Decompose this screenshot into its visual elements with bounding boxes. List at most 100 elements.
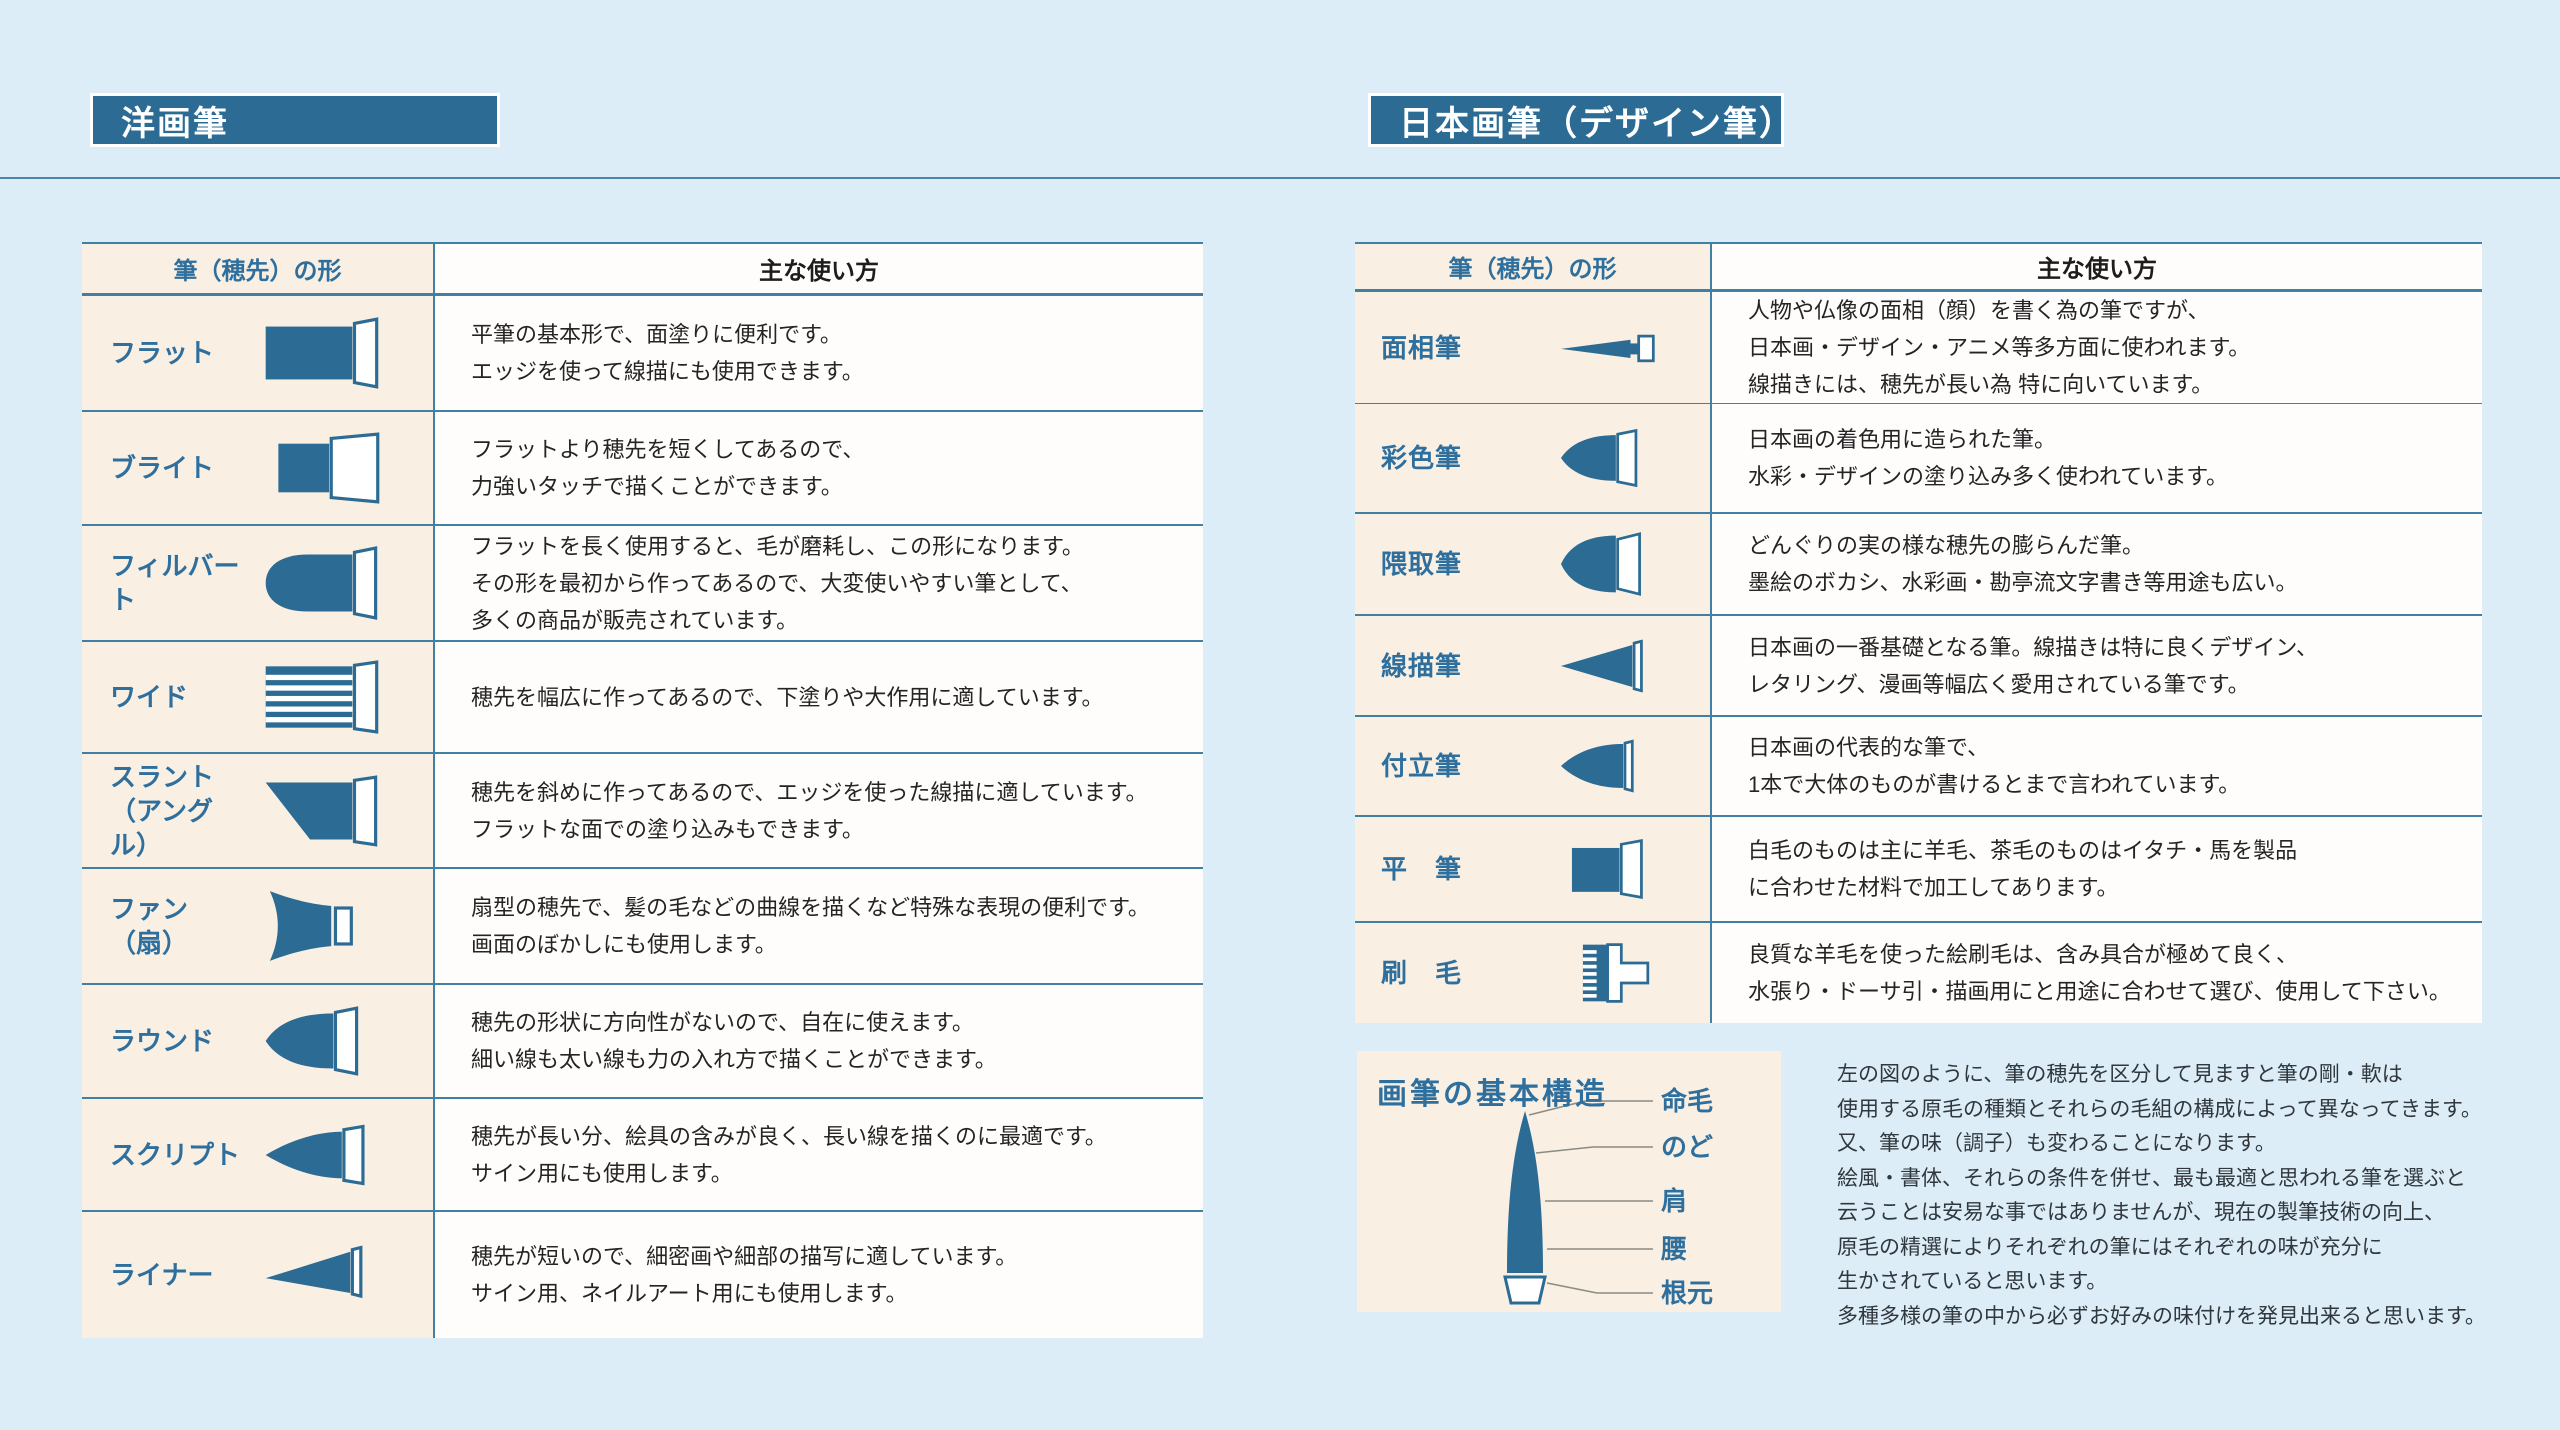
usage-line: 線描きには、穂先が長い為 特に向いています。 — [1748, 372, 2214, 397]
usage-line: 人物や仏像の面相（顔）を書く為の筆ですが、 — [1748, 298, 2210, 323]
note-line: 左の図のように、筆の穂先を区分して見ますと筆の剛・軟は — [1837, 1063, 2403, 1086]
tsuketate-brush-icon — [1560, 739, 1634, 793]
table-row: スラント（アングル） 穂先を斜めに作ってあるので、エッジを使った線描に適していま… — [82, 754, 1203, 869]
table-row: スクリプト 穂先が長い分、絵具の含みが良く、長い線を描くのに最適です。 サイン用… — [82, 1099, 1203, 1212]
usage-line: サイン用にも使用します。 — [471, 1160, 733, 1186]
hira-brush-icon — [1571, 839, 1643, 899]
brush-name: ラウンド — [110, 1026, 215, 1056]
usage-line: 細い線も太い線も力の入れ方で描くことができます。 — [471, 1047, 997, 1072]
structure-panel-title: 画筆の基本構造 — [1377, 1078, 1608, 1111]
table-row: ファン（扇） 扇型の穂先で、髪の毛などの曲線を描くなど特殊な表現の便利です。 画… — [82, 869, 1203, 985]
flat-brush-icon — [265, 317, 379, 389]
usage-line: 日本画の一番基礎となる筆。線描きは特に良くデザイン、 — [1748, 634, 2319, 660]
liner-brush-icon — [265, 1245, 363, 1299]
usage-line: に合わせた材料で加工してあります。 — [1748, 875, 2119, 900]
usage-line: 白毛のものは主に羊毛、茶毛のものはイタチ・馬を製品 — [1748, 838, 2298, 863]
usage-line: 穂先が短いので、細密画や細部の描写に適しています。 — [471, 1244, 1018, 1269]
note-line: 多種多様の筆の中から必ずお好みの味付けを発見出来ると思います。 — [1837, 1304, 2486, 1328]
diagram-label: 根元 — [1661, 1278, 1713, 1308]
usage-line: 日本画・デザイン・アニメ等多方面に使われます。 — [1748, 335, 2251, 360]
usage-line: エッジを使って線描にも使用できます。 — [471, 359, 864, 384]
usage-line: フラットな面での塗り込みもできます。 — [471, 816, 864, 842]
note-line: 絵風・書体、それらの条件を併せ、最も最適と思われる筆を選ぶと — [1837, 1166, 2466, 1190]
usage-line: その形を最初から作ってあるので、大変使いやすい筆として、 — [471, 570, 1083, 596]
note-line: 使用する原毛の種類とそれらの毛組の構成によって異なってきます。 — [1837, 1097, 2482, 1121]
usage-line: 良質な羊毛を使った絵刷毛は、含み具合が極めて良く、 — [1748, 942, 2299, 967]
usage-line: 穂先を斜めに作ってあるので、エッジを使った線描に適しています。 — [471, 779, 1148, 805]
japanese-brush-table: 筆（穂先）の形 主な使い方 面相筆 人物や仏像の面相（顔）を書く為の筆ですが、 … — [1355, 242, 2482, 1023]
usage-line: 穂先を幅広に作ってあるので、下塗りや大作用に適しています。 — [471, 684, 1104, 710]
western-brushes-title-label: 洋画筆 — [121, 104, 229, 143]
table-row: 線描筆 日本画の一番基礎となる筆。線描きは特に良くデザイン、 レタリング、漫画等… — [1355, 616, 2482, 717]
usage-line: 多くの商品が販売されています。 — [471, 607, 799, 633]
table-row: 面相筆 人物や仏像の面相（顔）を書く為の筆ですが、 日本画・デザイン・アニメ等多… — [1355, 292, 2482, 404]
brush-name: 線描筆 — [1381, 650, 1463, 681]
brush-name: スラント（アングル） — [110, 761, 215, 860]
brush-name: 平 筆 — [1381, 854, 1463, 884]
brush-name: 面相筆 — [1381, 332, 1463, 363]
brush-name: 刷 毛 — [1381, 958, 1463, 988]
table-row: ラウンド 穂先の形状に方向性がないので、自在に使えます。 細い線も太い線も力の入… — [82, 985, 1203, 1099]
diagram-label: 肩 — [1661, 1186, 1687, 1216]
usage-line: 画面のぼかしにも使用します。 — [471, 932, 777, 957]
diagram-label: 腰 — [1660, 1234, 1687, 1264]
note-line: 又、筆の味（調子）も変わることになります。 — [1837, 1132, 2276, 1155]
usage-line: 穂先の形状に方向性がないので、自在に使えます。 — [471, 1010, 974, 1035]
usage-line: 日本画の代表的な筆で、 — [1748, 735, 1990, 760]
usage-line: フラットより穂先を短くしてあるので、 — [471, 437, 865, 462]
header-divider-line — [0, 177, 2560, 179]
brush-name: ブライト — [110, 453, 215, 483]
brush-structure-panel: 命毛 のど 肩 腰 根元 画筆の基本構造 — [1357, 1051, 1781, 1312]
western-brush-table: 筆（穂先）の形 主な使い方 フラット 平筆の基本形で、面塗りに便利です。 エッジ… — [82, 242, 1203, 1338]
brush-note-paragraph: 左の図のように、筆の穂先を区分して見ますと筆の剛・軟は 使用する原毛の種類とそれ… — [1837, 1058, 2537, 1334]
brush-structure-diagram: 命毛 のど 肩 腰 根元 — [1503, 1086, 1713, 1308]
column-header-usage: 主な使い方 — [433, 244, 1203, 293]
brush-name: ワイド — [110, 682, 189, 712]
usage-line: 1本で大体のものが書けるとまで言われています。 — [1748, 772, 2241, 797]
note-line: 云うことは安易な事ではありませんが、現在の製筆技術の向上、 — [1837, 1201, 2445, 1224]
table-row: フィルバート フラットを長く使用すると、毛が磨耗し、この形になります。 その形を… — [82, 526, 1203, 642]
filbert-brush-icon — [265, 546, 378, 620]
table-row: ブライト フラットより穂先を短くしてあるので、 力強いタッチで描くことができます… — [82, 412, 1203, 526]
hake-brush-icon — [1582, 943, 1650, 1003]
brush-name: 隈取筆 — [1381, 549, 1463, 579]
kumadori-brush-icon — [1560, 532, 1641, 596]
usage-line: 水彩・デザインの塗り込み多く使われています。 — [1748, 464, 2229, 489]
note-line: 原毛の精選によりそれぞれの筆にはそれぞれの味が充分に — [1837, 1235, 2383, 1259]
brush-name: 彩色筆 — [1381, 443, 1463, 473]
diagram-label: 命毛 — [1661, 1086, 1713, 1116]
connector-line — [1528, 1100, 1653, 1116]
usage-line: 日本画の着色用に造られた筆。 — [1748, 427, 2057, 452]
table-row: ライナー 穂先が短いので、細密画や細部の描写に適しています。 サイン用、ネイルア… — [82, 1212, 1203, 1338]
brush-ferrule-shape — [1503, 1275, 1547, 1305]
brush-name: 付立筆 — [1381, 751, 1463, 781]
column-header-usage: 主な使い方 — [1710, 244, 2482, 289]
usage-line: 穂先が長い分、絵具の含みが良く、長い線を描くのに最適です。 — [471, 1123, 1107, 1149]
brush-name: フラット — [110, 338, 215, 368]
usage-line: 水張り・ドーサ引・描画用にと用途に合わせて選び、使用して下さい。 — [1748, 979, 2451, 1004]
western-brushes-title: 洋画筆 — [90, 93, 500, 147]
usage-line: サイン用、ネイルアート用にも使用します。 — [471, 1281, 908, 1306]
usage-line: 墨絵のボカシ、水彩画・勘亭流文字書き等用途も広い。 — [1748, 570, 2298, 595]
usage-line: 平筆の基本形で、面塗りに便利です。 — [471, 322, 842, 347]
brush-name: フィルバート — [110, 551, 240, 615]
round-brush-icon — [265, 1006, 359, 1076]
brush-name: ファン（扇） — [110, 894, 189, 958]
diagram-label: のど — [1661, 1132, 1713, 1162]
table-row: 隈取筆 どんぐりの実の様な穂先の膨らんだ筆。 墨絵のボカシ、水彩画・勘亭流文字書… — [1355, 514, 2482, 616]
brush-name: ライナー — [110, 1260, 214, 1290]
table-row: ワイド 穂先を幅広に作ってあるので、下塗りや大作用に適しています。 — [82, 642, 1203, 754]
column-header-shape: 筆（穂先）の形 — [82, 244, 433, 293]
note-line: 生かされていると思います。 — [1837, 1270, 2108, 1293]
table-row: フラット 平筆の基本形で、面塗りに便利です。 エッジを使って線描にも使用できます… — [82, 296, 1203, 412]
usage-line: 力強いタッチで描くことができます。 — [471, 474, 843, 499]
wide-brush-icon — [265, 660, 379, 734]
usage-line: どんぐりの実の様な穂先の膨らんだ筆。 — [1748, 533, 2145, 558]
table-header-row: 筆（穂先）の形 主な使い方 — [82, 244, 1203, 296]
usage-line: 扇型の穂先で、髪の毛などの曲線を描くなど特殊な表現の便利です。 — [471, 895, 1150, 920]
script-brush-icon — [265, 1124, 365, 1185]
japanese-brushes-title-label: 日本画筆（デザイン筆） — [1399, 104, 1795, 143]
table-header-row: 筆（穂先）の形 主な使い方 — [1355, 244, 2482, 292]
fan-brush-icon — [269, 891, 353, 961]
table-row: 平 筆 白毛のものは主に羊毛、茶毛のものはイタチ・馬を製品 に合わせた材料で加工… — [1355, 817, 2482, 923]
